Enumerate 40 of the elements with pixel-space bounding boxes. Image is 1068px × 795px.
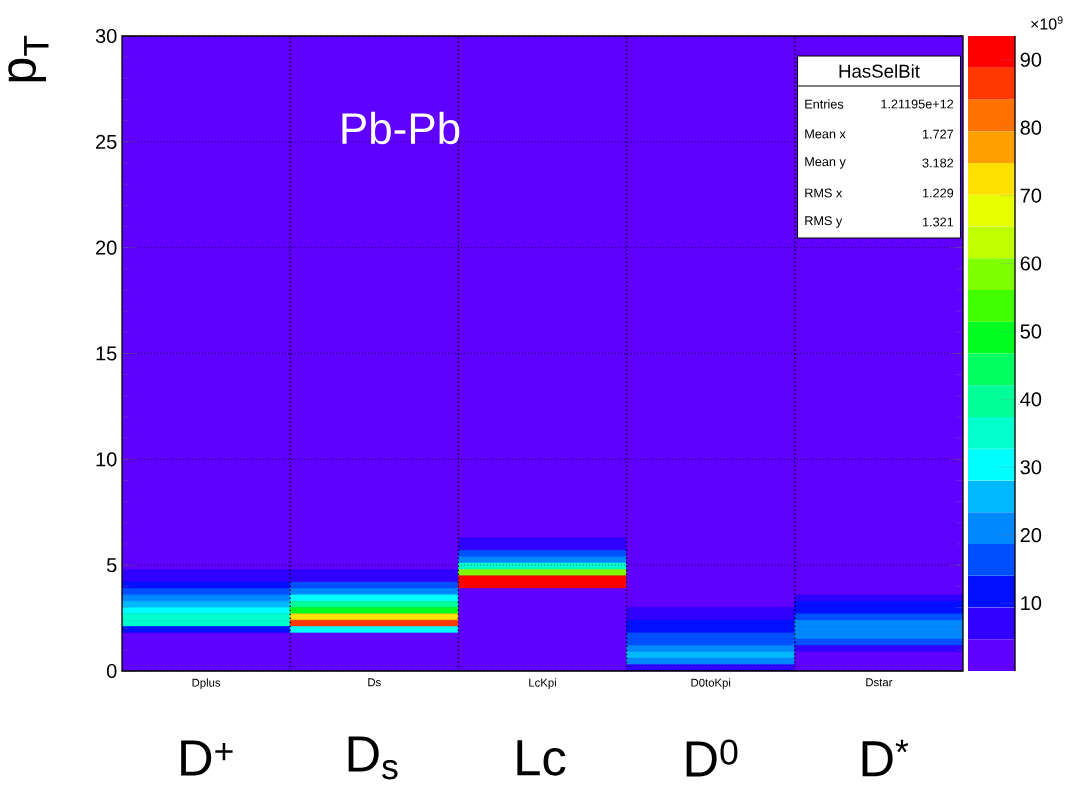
text: D$^{*}$	[862, 739, 909, 777]
y-tick-label: 5	[106, 558, 117, 573]
annotation: Pb-Pb	[342, 111, 460, 145]
y-axis-title: p$_{T}$	[8, 35, 49, 82]
x-tick-label: Dplus	[192, 678, 221, 689]
y-tick-label: 15	[96, 346, 117, 361]
y-tick-label: 0	[106, 663, 117, 679]
annotation: RMS x	[805, 188, 843, 198]
y-tick-label: 30	[95, 28, 117, 44]
annotation: Mean x	[805, 129, 846, 139]
color-bar-title: ×10$^{9}$	[1031, 16, 1063, 30]
x-tick-label: D0toKpi	[691, 678, 731, 689]
color-bar-label: 20	[1020, 528, 1042, 543]
y-tick-label: 20	[96, 240, 117, 255]
annotation: 1.21195e+12	[881, 99, 954, 109]
text: D$_{s}$	[348, 736, 398, 780]
x-tick-label: LcKpi	[529, 678, 556, 689]
annotation: Mean y	[805, 157, 846, 169]
x-tick-label: Ds	[368, 678, 381, 687]
color-bar-label: 90	[1020, 52, 1042, 67]
annotation: RMS y	[805, 216, 843, 228]
color-bar-label: 70	[1020, 188, 1042, 203]
annotation: 3.182	[922, 158, 954, 168]
text: D$^{0}$	[686, 739, 738, 777]
color-bar-label: 50	[1020, 324, 1042, 339]
annotation: HasSelBit	[839, 64, 920, 78]
annotation: Entries	[805, 99, 844, 109]
annotation: 1.727	[923, 129, 954, 139]
y-tick-label: 25	[96, 134, 117, 149]
y-tick-label: 10	[96, 452, 117, 467]
x-tick-label: Dstar	[866, 678, 893, 687]
text: D$^{+}$	[181, 740, 233, 776]
color-bar-label: 30	[1020, 460, 1042, 475]
text: Lc	[517, 740, 566, 776]
annotation: 1.229	[923, 188, 954, 198]
annotation: 1.321	[923, 217, 954, 227]
color-bar-label: 60	[1020, 256, 1042, 271]
color-bar-label: 80	[1020, 120, 1042, 135]
color-bar-label: 10	[1021, 595, 1042, 611]
color-bar-label: 40	[1020, 392, 1042, 407]
